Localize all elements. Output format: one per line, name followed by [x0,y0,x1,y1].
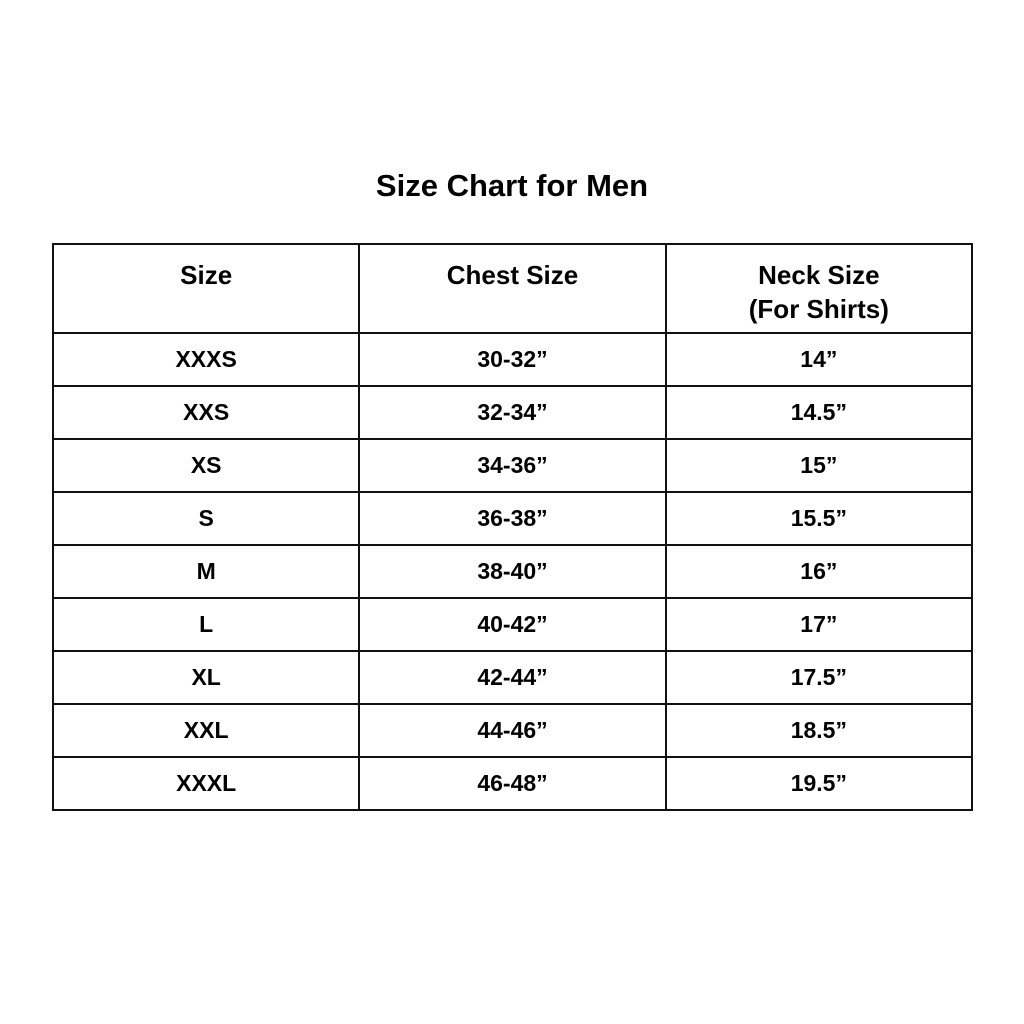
table-row: XXXL 46-48” 19.5” [51,756,974,811]
cell-chest: 38-40” [358,544,667,599]
cell-neck: 18.5” [664,703,974,758]
page-title: Size Chart for Men [375,168,649,203]
table-row: L 40-42” 17” [51,597,974,652]
cell-neck: 14.5” [664,385,974,440]
cell-chest: 34-36” [358,438,667,493]
cell-chest: 30-32” [358,332,667,387]
table-row: M 38-40” 16” [51,544,974,599]
cell-size: XL [51,650,361,705]
header-size: Size [51,243,361,334]
cell-size: S [51,491,361,546]
table-row: XXXS 30-32” 14” [51,332,974,387]
cell-size: XXXS [51,332,361,387]
table-row: S 36-38” 15.5” [51,491,974,546]
cell-neck: 19.5” [664,756,974,811]
table-row: XL 42-44” 17.5” [51,650,974,705]
header-neck-size: Neck Size (For Shirts) [664,243,974,334]
cell-neck: 15.5” [664,491,974,546]
cell-neck: 14” [664,332,974,387]
table-row: XXS 32-34” 14.5” [51,385,974,440]
header-chest-size: Chest Size [358,243,667,334]
cell-chest: 42-44” [358,650,667,705]
cell-chest: 44-46” [358,703,667,758]
cell-chest: 32-34” [358,385,667,440]
table-row: XXL 44-46” 18.5” [51,703,974,758]
cell-neck: 17.5” [664,650,974,705]
size-chart-table: Size Chest Size Neck Size (For Shirts) X… [51,243,974,811]
cell-chest: 40-42” [358,597,667,652]
cell-size: XXS [51,385,361,440]
cell-size: M [51,544,361,599]
header-neck-sublabel: (For Shirts) [748,294,889,324]
header-row: Size Chest Size Neck Size (For Shirts) [51,243,974,334]
cell-chest: 36-38” [358,491,667,546]
cell-size: XXXL [51,756,361,811]
cell-neck: 16” [664,544,974,599]
cell-size: XS [51,438,361,493]
cell-neck: 15” [664,438,974,493]
cell-size: XXL [51,703,361,758]
cell-size: L [51,597,361,652]
table-row: XS 34-36” 15” [51,438,974,493]
cell-neck: 17” [664,597,974,652]
header-neck-label: Neck Size [758,260,880,290]
cell-chest: 46-48” [358,756,667,811]
